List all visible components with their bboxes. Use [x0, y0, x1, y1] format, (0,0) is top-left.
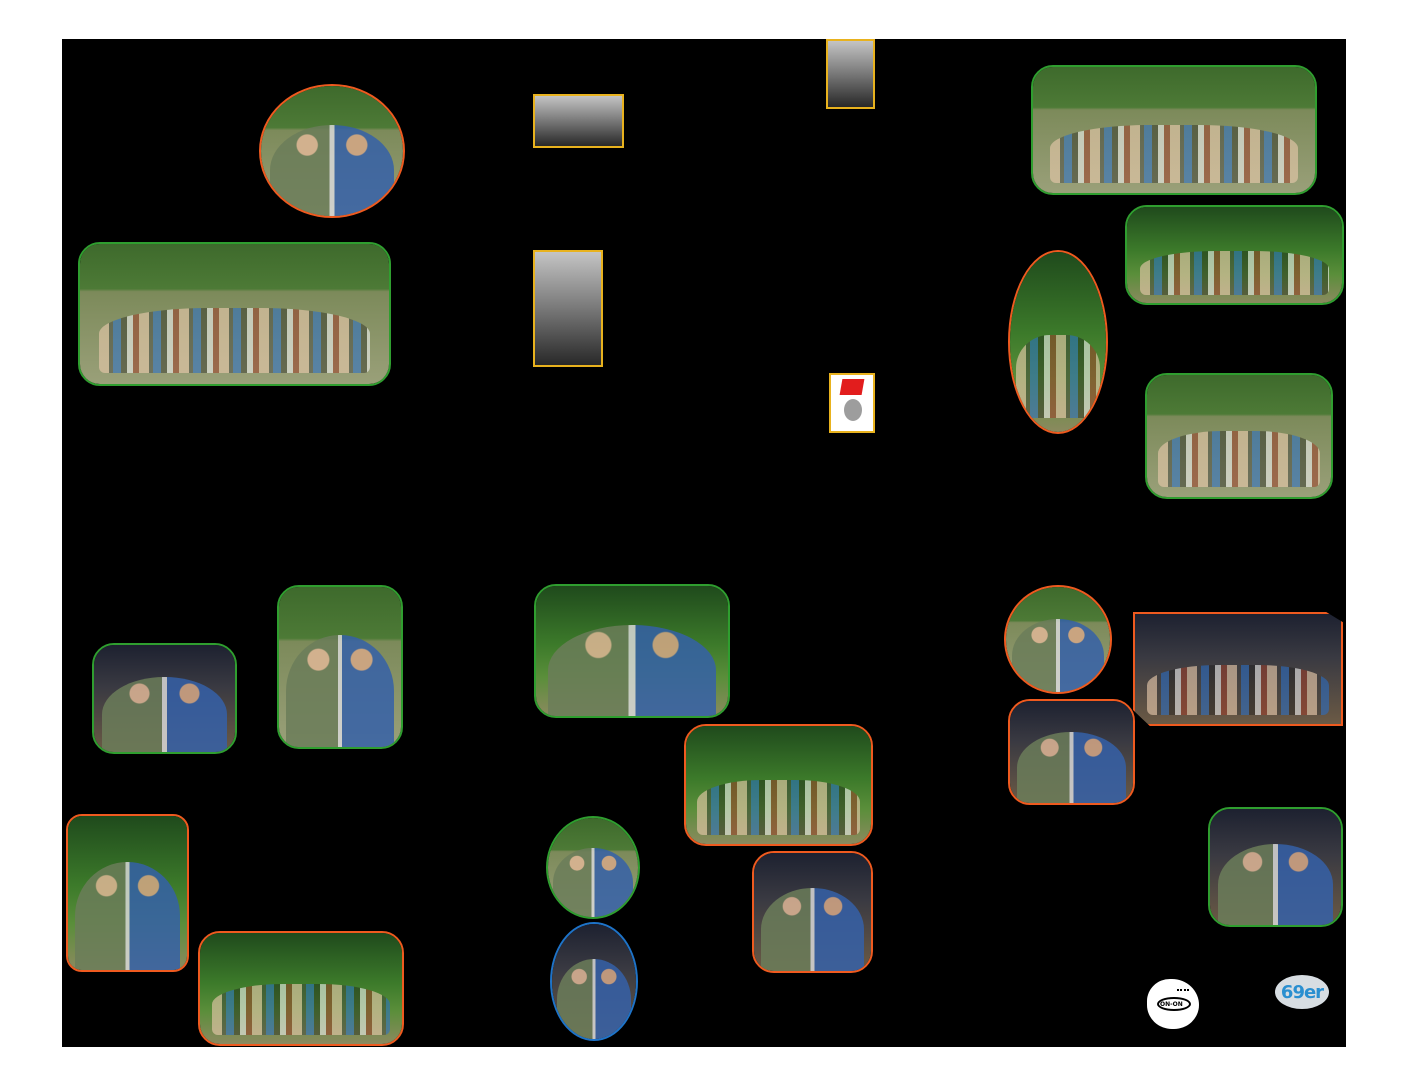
photo-oval-man-fez: [546, 816, 640, 919]
club-logo-icon: 69er: [1275, 975, 1329, 1009]
photo-collage: ON-ON 69er: [62, 39, 1346, 1047]
photo-three-at-bar: [92, 643, 237, 754]
club-logo-label: 69er: [1280, 981, 1324, 1003]
photo-historic-building-bw: [533, 94, 624, 148]
photo-oval-drinking-group: [259, 84, 405, 218]
photo-hash-circle-night: [1133, 612, 1343, 726]
photo-poster-thumbnail: [829, 373, 875, 433]
photo-jungle-trail-group: [1125, 205, 1344, 305]
photo-group-drinks-night: [1008, 699, 1135, 805]
photo-seated-rest-group: [1145, 373, 1333, 499]
photo-circle-runner-standing: [1004, 585, 1112, 694]
photo-oval-jungle-climb: [1008, 250, 1108, 434]
photo-runners-field-forest: [1031, 65, 1317, 195]
photo-seated-man-bw: [533, 250, 603, 367]
photo-circle-of-runners-field: [78, 242, 391, 386]
photo-bearded-man-table: [277, 585, 403, 749]
footprint-logo-label: ON-ON: [1160, 1001, 1183, 1008]
photo-two-men-night-drink: [1208, 807, 1343, 927]
photo-oval-pair-night: [550, 922, 638, 1041]
photo-two-men-drinks: [66, 814, 189, 972]
photo-couple-yellow-shirt: [752, 851, 873, 973]
footprint-icon: ON-ON: [1147, 979, 1199, 1029]
photo-group-table-beer: [198, 931, 404, 1046]
photo-portrait-man-bw: [826, 39, 875, 109]
photo-group-laughing-forest: [534, 584, 730, 718]
photo-group-pose-forest: [684, 724, 873, 846]
